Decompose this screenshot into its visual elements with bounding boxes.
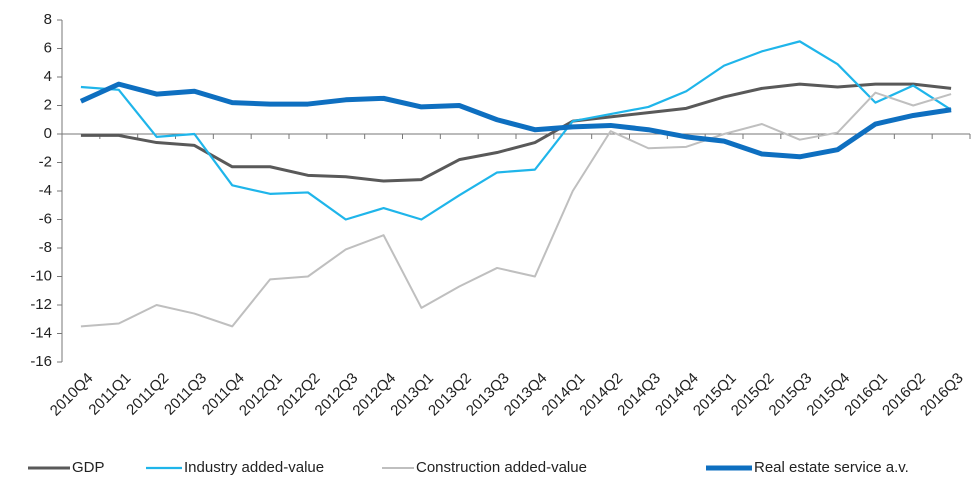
legend-label: Real estate service a.v. bbox=[754, 459, 909, 476]
y-tick-label: -10 bbox=[30, 267, 52, 284]
y-tick-label: 8 bbox=[44, 11, 52, 28]
y-tick-label: 4 bbox=[44, 68, 52, 85]
legend-label: GDP bbox=[72, 459, 105, 476]
x-tick-label: 2016Q3 bbox=[917, 370, 967, 420]
y-tick-label: 6 bbox=[44, 39, 52, 56]
y-tick-label: -4 bbox=[39, 182, 52, 199]
series-line bbox=[80, 82, 952, 183]
y-tick-label: -14 bbox=[30, 324, 52, 341]
legend-label: Construction added-value bbox=[416, 459, 587, 476]
y-tick-label: -12 bbox=[30, 296, 52, 313]
series-line bbox=[80, 40, 952, 221]
y-tick-label: 2 bbox=[44, 96, 52, 113]
x-tick-label: 2010Q4 bbox=[47, 370, 97, 420]
y-tick-label: 0 bbox=[44, 125, 52, 142]
y-tick-label: -16 bbox=[30, 353, 52, 370]
y-tick-label: -2 bbox=[39, 153, 52, 170]
legend-label: Industry added-value bbox=[184, 459, 324, 476]
series-line bbox=[79, 81, 952, 160]
y-tick-label: -6 bbox=[39, 210, 52, 227]
series-line bbox=[80, 91, 952, 328]
y-tick-label: -8 bbox=[39, 239, 52, 256]
